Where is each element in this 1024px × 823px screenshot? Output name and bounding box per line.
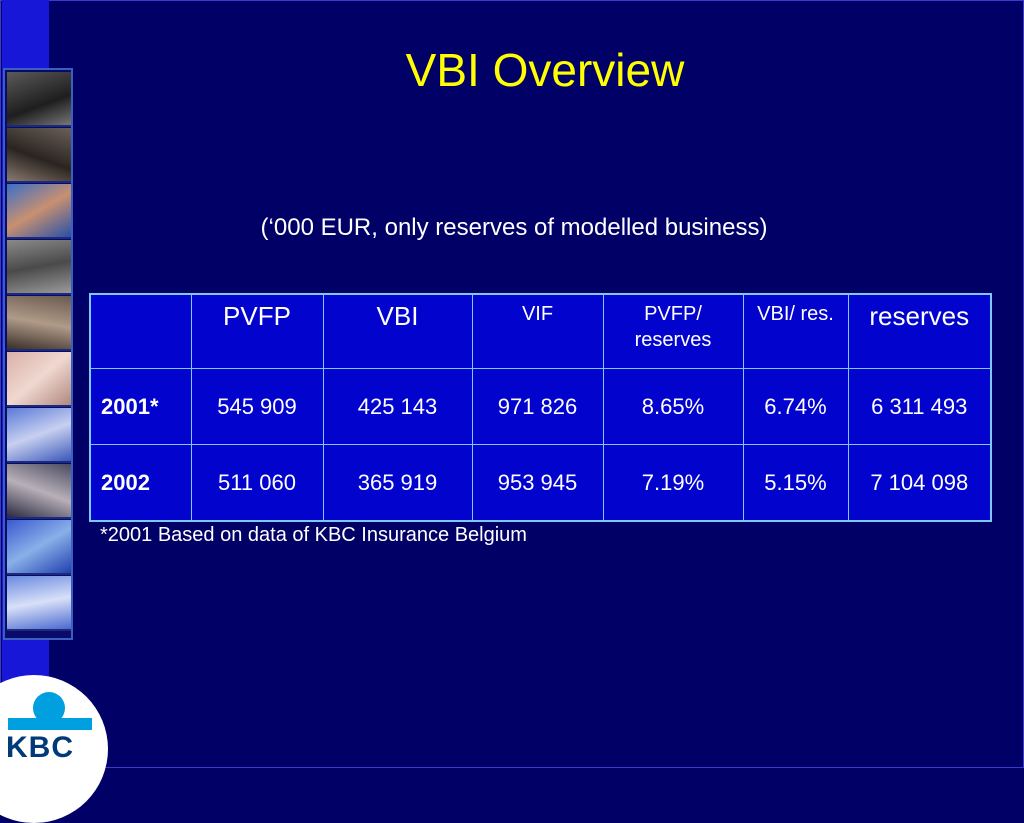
- photo-child-icon: [7, 184, 71, 239]
- table-row: 2002 511 060 365 919 953 945 7.19% 5.15%…: [89, 444, 992, 522]
- table-cell: 953 945: [471, 444, 604, 522]
- table-header-row: PVFP VBI VIF PVFP/ reserves VBI/ res. re…: [89, 293, 992, 369]
- photo-people-1-icon: [7, 72, 71, 127]
- table-cell: 6.74%: [742, 368, 849, 445]
- table-cell: 545 909: [190, 368, 324, 445]
- header-cell-reserves: reserves: [847, 293, 992, 369]
- table-cell: 971 826: [471, 368, 604, 445]
- slide-footnote: *2001 Based on data of KBC Insurance Bel…: [100, 524, 527, 546]
- photo-man-icon: [7, 520, 71, 575]
- photo-people-2-icon: [7, 128, 71, 183]
- photo-hands-icon: [7, 464, 71, 519]
- table-cell: 511 060: [190, 444, 324, 522]
- photo-boy-icon: [7, 296, 71, 351]
- table-cell: 365 919: [322, 444, 473, 522]
- table-cell: 7 104 098: [847, 444, 992, 522]
- header-cell-pvfp-reserves: PVFP/ reserves: [602, 293, 744, 369]
- table-cell: 8.65%: [602, 368, 744, 445]
- row-label: 2002: [89, 444, 192, 522]
- photo-family-icon: [7, 352, 71, 407]
- table-cell: 425 143: [322, 368, 473, 445]
- header-cell-vbi: VBI: [322, 293, 473, 369]
- header-cell-pvfp: PVFP: [190, 293, 324, 369]
- table-row: 2001* 545 909 425 143 971 826 8.65% 6.74…: [89, 368, 992, 445]
- photo-woman-icon: [7, 408, 71, 463]
- kbc-logo-bar-icon: [8, 718, 92, 730]
- slide-subtitle: (‘000 EUR, only reserves of modelled bus…: [260, 214, 768, 241]
- row-label: 2001*: [89, 368, 192, 445]
- slide-title: VBI Overview: [405, 44, 685, 96]
- photo-baby-icon: [7, 576, 71, 631]
- table-cell: 5.15%: [742, 444, 849, 522]
- table-cell: 6 311 493: [847, 368, 992, 445]
- photo-strip: [3, 68, 73, 640]
- header-cell-empty: [89, 293, 192, 369]
- header-cell-vif: VIF: [471, 293, 604, 369]
- photo-elderly-man-icon: [7, 240, 71, 295]
- table-cell: 7.19%: [602, 444, 744, 522]
- vbi-table: PVFP VBI VIF PVFP/ reserves VBI/ res. re…: [89, 293, 992, 522]
- header-cell-vbi-res: VBI/ res.: [742, 293, 849, 369]
- kbc-logo-text: KBC: [6, 731, 74, 764]
